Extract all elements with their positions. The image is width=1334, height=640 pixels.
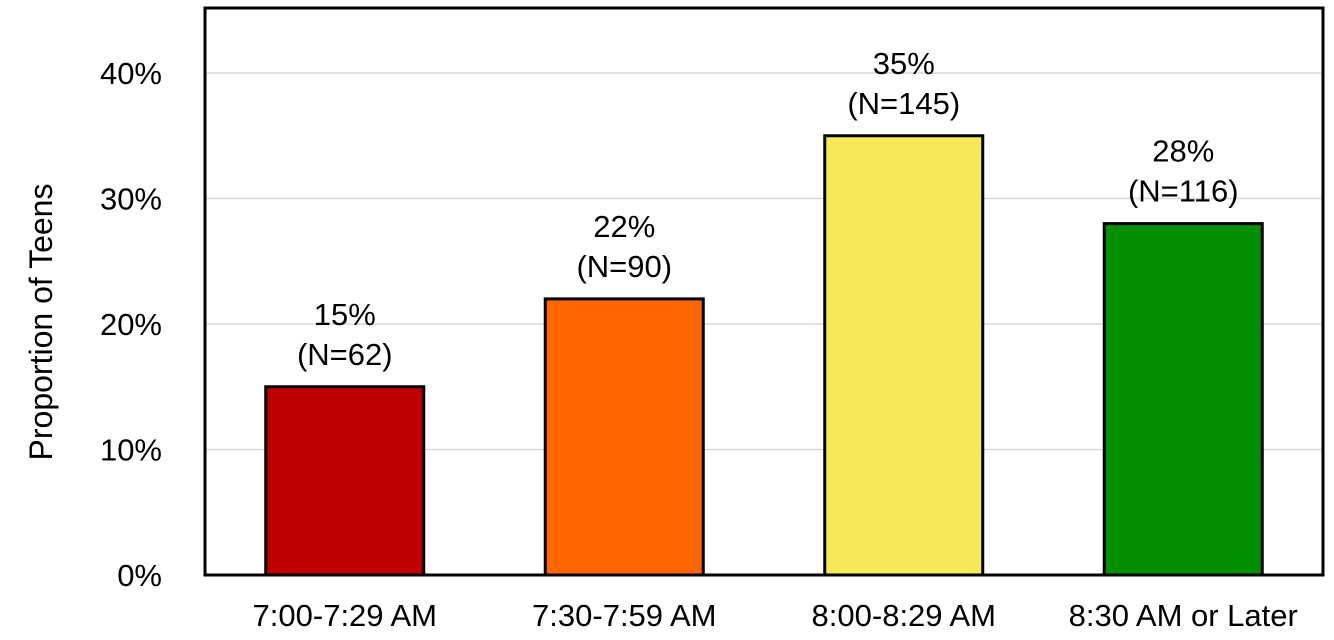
x-tick-label: 7:00-7:29 AM [253, 598, 437, 633]
data-label-percent: 22% [593, 209, 655, 244]
y-axis-title: Proportion of Teens [23, 184, 59, 461]
data-label-percent: 35% [873, 46, 935, 81]
y-tick-label: 20% [100, 307, 162, 342]
bar-2 [823, 134, 985, 577]
x-tick-label: 8:30 AM or Later [1069, 598, 1298, 633]
x-tick-label: 8:00-8:29 AM [812, 598, 996, 633]
y-tick-label: 10% [100, 433, 162, 468]
data-label-count: (N=145) [847, 86, 960, 121]
bar-3 [1102, 222, 1264, 577]
x-axis-ticks: 7:00-7:29 AM 7:30-7:59 AM 8:00-8:29 AM 8:30… [253, 598, 1298, 633]
data-labels: 15% (N=62) 22% (N=90) 35% (N=145) 28% (N=116) [297, 46, 1239, 372]
data-label-count: (N=116) [1128, 174, 1239, 209]
y-axis-ticks: 0% 10% 20% 30% 40% [100, 56, 162, 593]
y-tick-label: 30% [100, 182, 162, 217]
data-label-count: (N=62) [297, 337, 393, 372]
y-tick-label: 0% [117, 558, 162, 593]
bar-0 [264, 385, 426, 577]
data-label-count: (N=90) [576, 249, 672, 284]
data-label-percent: 15% [314, 297, 376, 332]
data-label-percent: 28% [1152, 134, 1214, 169]
bar-1 [543, 297, 705, 577]
x-tick-label: 7:30-7:59 AM [532, 598, 716, 633]
y-tick-label: 40% [100, 56, 162, 91]
